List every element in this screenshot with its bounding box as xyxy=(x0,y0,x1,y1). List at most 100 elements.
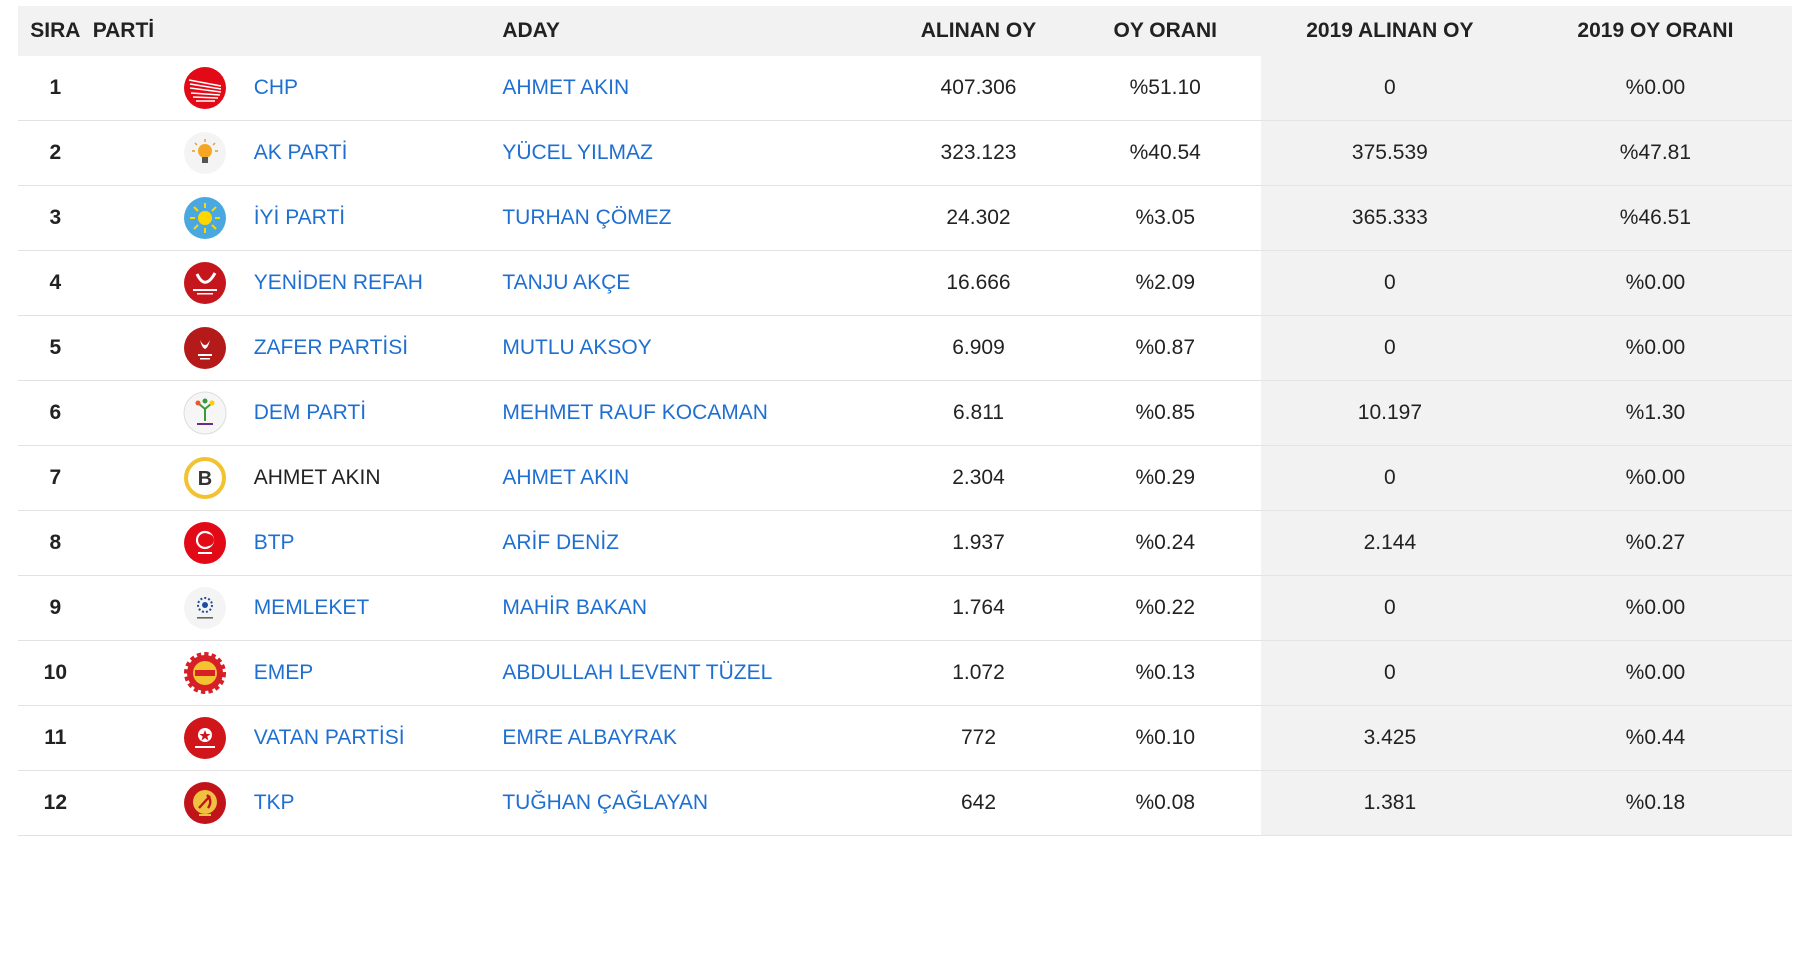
party-cell: ZAFER PARTİSİ xyxy=(92,315,503,381)
votes-cell: 1.764 xyxy=(887,575,1070,641)
vote-rate-2019-cell: %0.00 xyxy=(1518,315,1792,381)
votes-2019-cell: 2.144 xyxy=(1260,510,1519,576)
votes-cell: 6.811 xyxy=(887,380,1070,446)
table-row: 3 İYİ PARTİ TURHAN ÇÖMEZ 24.302 %3.05 36… xyxy=(18,185,1792,251)
candidate-cell: TUĞHAN ÇAĞLAYAN xyxy=(502,770,888,836)
rank-cell: 1 xyxy=(18,56,93,121)
rank-cell: 6 xyxy=(18,380,93,446)
rank-cell: 2 xyxy=(18,120,93,186)
party-cell: CHP xyxy=(92,56,503,121)
vote-rate-cell: %0.10 xyxy=(1069,705,1261,771)
votes-cell: 1.937 xyxy=(887,510,1070,576)
candidate-cell: AHMET AKIN xyxy=(502,56,888,121)
party-name-link: AHMET AKIN xyxy=(253,466,381,489)
party-name-link[interactable]: VATAN PARTİSİ xyxy=(253,726,405,749)
party-cell: EMEP xyxy=(92,640,503,706)
akp-logo-icon xyxy=(181,129,229,177)
vote-rate-2019-cell: %0.27 xyxy=(1518,510,1792,576)
yeniden-refah-logo-icon xyxy=(181,259,229,307)
candidate-cell: MAHİR BAKAN xyxy=(502,575,888,641)
party-name-link[interactable]: AK PARTİ xyxy=(253,141,348,164)
vote-rate-2019-cell: %1.30 xyxy=(1518,380,1792,446)
votes-2019-cell: 375.539 xyxy=(1260,120,1519,186)
party-cell: TKP xyxy=(92,770,503,836)
chp-logo-icon xyxy=(181,64,229,112)
candidate-cell: ABDULLAH LEVENT TÜZEL xyxy=(502,640,888,706)
votes-2019-cell: 1.381 xyxy=(1260,770,1519,836)
table-row: 12 TKP TUĞHAN ÇAĞLAYAN 642 %0.08 1.381 %… xyxy=(18,770,1792,836)
candidate-name-link[interactable]: TURHAN ÇÖMEZ xyxy=(502,206,672,229)
table-row: 5 ZAFER PARTİSİ MUTLU AKSOY 6.909 %0.87 … xyxy=(18,315,1792,381)
vote-rate-2019-cell: %47.81 xyxy=(1518,120,1792,186)
party-name-link[interactable]: YENİDEN REFAH xyxy=(253,271,423,294)
vote-rate-cell: %40.54 xyxy=(1069,120,1261,186)
candidate-name-link[interactable]: MEHMET RAUF KOCAMAN xyxy=(502,401,768,424)
party-name-link[interactable]: BTP xyxy=(253,531,295,554)
table-row: 2 AK PARTİ YÜCEL YILMAZ 323.123 %40.54 3… xyxy=(18,120,1792,186)
results-table-container: SIRA PARTİ ADAY ALINAN OY OY ORANI 2019 … xyxy=(18,6,1792,836)
candidate-name-link[interactable]: EMRE ALBAYRAK xyxy=(502,726,678,749)
election-results-table: SIRA PARTİ ADAY ALINAN OY OY ORANI 2019 … xyxy=(18,6,1792,836)
table-row: 8 BTP ARİF DENİZ 1.937 %0.24 2.144 %0.27 xyxy=(18,510,1792,576)
candidate-name-link[interactable]: MAHİR BAKAN xyxy=(502,596,648,619)
candidate-name-link[interactable]: ARİF DENİZ xyxy=(502,531,619,554)
header-party[interactable]: PARTİ xyxy=(92,6,503,56)
votes-cell: 6.909 xyxy=(887,315,1070,381)
votes-2019-cell: 0 xyxy=(1260,315,1519,381)
zafer-logo-icon xyxy=(181,324,229,372)
votes-cell: 772 xyxy=(887,705,1070,771)
vote-rate-cell: %2.09 xyxy=(1069,250,1261,316)
table-row: 6 DEM PARTİ MEHMET RAUF KOCAMAN 6.811 %0… xyxy=(18,380,1792,446)
candidate-name-link[interactable]: MUTLU AKSOY xyxy=(502,336,652,359)
vote-rate-cell: %0.85 xyxy=(1069,380,1261,446)
party-name-link[interactable]: TKP xyxy=(253,791,295,814)
party-name-link[interactable]: ZAFER PARTİSİ xyxy=(253,336,409,359)
vote-rate-cell: %0.13 xyxy=(1069,640,1261,706)
party-name-link[interactable]: EMEP xyxy=(253,661,314,684)
party-cell: DEM PARTİ xyxy=(92,380,503,446)
vote-rate-cell: %0.29 xyxy=(1069,445,1261,511)
candidate-name-link[interactable]: AHMET AKIN xyxy=(502,466,630,489)
party-name-link[interactable]: CHP xyxy=(253,76,299,99)
header-rank[interactable]: SIRA xyxy=(18,6,93,56)
vote-rate-2019-cell: %0.00 xyxy=(1518,250,1792,316)
party-cell: BTP xyxy=(92,510,503,576)
header-votes[interactable]: ALINAN OY xyxy=(887,6,1070,56)
candidate-name-link[interactable]: ABDULLAH LEVENT TÜZEL xyxy=(502,661,773,684)
candidate-cell: AHMET AKIN xyxy=(502,445,888,511)
candidate-name-link[interactable]: TANJU AKÇE xyxy=(502,271,631,294)
header-votes-2019[interactable]: 2019 ALINAN OY xyxy=(1260,6,1519,56)
rank-cell: 7 xyxy=(18,445,93,511)
party-name-link[interactable]: MEMLEKET xyxy=(253,596,370,619)
header-candidate[interactable]: ADAY xyxy=(502,6,888,56)
table-row: 7 B AHMET AKIN AHMET AKIN 2.304 %0.29 0 … xyxy=(18,445,1792,511)
votes-cell: 24.302 xyxy=(887,185,1070,251)
votes-2019-cell: 0 xyxy=(1260,445,1519,511)
rank-cell: 3 xyxy=(18,185,93,251)
table-header-row: SIRA PARTİ ADAY ALINAN OY OY ORANI 2019 … xyxy=(18,6,1792,56)
rank-cell: 8 xyxy=(18,510,93,576)
header-vote-rate-2019[interactable]: 2019 OY ORANI xyxy=(1518,6,1792,56)
vote-rate-2019-cell: %0.44 xyxy=(1518,705,1792,771)
party-name-link[interactable]: İYİ PARTİ xyxy=(253,206,346,229)
vote-rate-cell: %3.05 xyxy=(1069,185,1261,251)
candidate-name-link[interactable]: AHMET AKIN xyxy=(502,76,630,99)
votes-2019-cell: 0 xyxy=(1260,575,1519,641)
candidate-cell: MUTLU AKSOY xyxy=(502,315,888,381)
table-row: 1 CHP AHMET AKIN 407.306 %51.10 0 %0.00 xyxy=(18,56,1792,121)
candidate-name-link[interactable]: YÜCEL YILMAZ xyxy=(502,141,653,164)
table-body: 1 CHP AHMET AKIN 407.306 %51.10 0 %0.00 … xyxy=(18,56,1792,836)
vote-rate-2019-cell: %0.00 xyxy=(1518,640,1792,706)
vote-rate-2019-cell: %0.00 xyxy=(1518,56,1792,121)
vote-rate-cell: %0.24 xyxy=(1069,510,1261,576)
vote-rate-2019-cell: %0.00 xyxy=(1518,575,1792,641)
vatan-logo-icon xyxy=(181,714,229,762)
candidate-cell: TURHAN ÇÖMEZ xyxy=(502,185,888,251)
vote-rate-2019-cell: %0.00 xyxy=(1518,445,1792,511)
emep-logo-icon xyxy=(181,649,229,697)
header-vote-rate[interactable]: OY ORANI xyxy=(1069,6,1261,56)
candidate-cell: MEHMET RAUF KOCAMAN xyxy=(502,380,888,446)
party-name-link[interactable]: DEM PARTİ xyxy=(253,401,367,424)
candidate-name-link[interactable]: TUĞHAN ÇAĞLAYAN xyxy=(502,791,709,814)
votes-cell: 642 xyxy=(887,770,1070,836)
